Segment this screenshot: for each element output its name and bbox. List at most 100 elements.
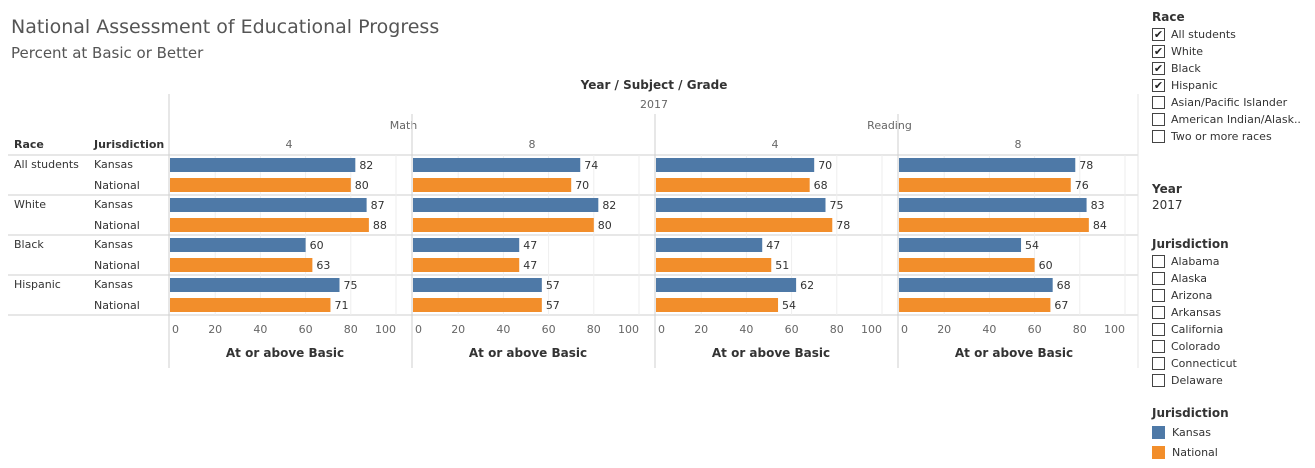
bar-kansas xyxy=(656,238,763,252)
checkbox-unchecked-icon[interactable] xyxy=(1152,113,1165,126)
x-tick-label: 40 xyxy=(253,323,267,336)
bar-kansas xyxy=(899,278,1053,292)
bar-value-label: 57 xyxy=(546,299,560,312)
bar-national xyxy=(656,258,772,272)
race-label: Black xyxy=(14,238,44,251)
grade-header: 4 xyxy=(286,138,293,151)
checkbox-unchecked-icon[interactable] xyxy=(1152,130,1165,143)
checkbox-checked-icon[interactable]: ✔ xyxy=(1152,62,1165,75)
checkbox-unchecked-icon[interactable] xyxy=(1152,374,1165,387)
bar-value-label: 82 xyxy=(359,159,373,172)
race-option[interactable]: ✔ Black xyxy=(1152,60,1312,77)
race-option-label: Asian/Pacific Islander xyxy=(1171,96,1288,109)
x-tick-label: 60 xyxy=(785,323,799,336)
bar-national xyxy=(413,178,572,192)
year-filter-title: Year xyxy=(1152,182,1182,196)
race-option-label: Two or more races xyxy=(1171,130,1272,143)
jurisdiction-label: Kansas xyxy=(94,198,133,211)
bar-value-label: 71 xyxy=(334,299,348,312)
jurisdiction-label: National xyxy=(94,299,140,312)
jurisdiction-label: Kansas xyxy=(94,278,133,291)
checkbox-unchecked-icon[interactable] xyxy=(1152,96,1165,109)
checkbox-unchecked-icon[interactable] xyxy=(1152,357,1165,370)
x-tick-label: 40 xyxy=(982,323,996,336)
race-option-label: All students xyxy=(1171,28,1236,41)
bar-value-label: 47 xyxy=(523,239,537,252)
bar-value-label: 47 xyxy=(523,259,537,272)
bar-value-label: 74 xyxy=(584,159,598,172)
race-option-label: Black xyxy=(1171,62,1201,75)
race-option[interactable]: ✔ Hispanic xyxy=(1152,77,1312,94)
x-axis-label: At or above Basic xyxy=(955,346,1073,360)
x-tick-label: 40 xyxy=(739,323,753,336)
chart-title: National Assessment of Educational Progr… xyxy=(11,16,440,38)
subject-header: Math xyxy=(390,119,418,132)
checkbox-unchecked-icon[interactable] xyxy=(1152,272,1165,285)
jurisdiction-column-header: Jurisdiction xyxy=(93,138,164,151)
jurisdiction-option[interactable]: Arkansas xyxy=(1152,304,1302,321)
x-tick-label: 20 xyxy=(451,323,465,336)
race-option[interactable]: Two or more races xyxy=(1152,128,1312,145)
jurisdiction-option-label: Alabama xyxy=(1171,255,1220,268)
x-axis-label: At or above Basic xyxy=(469,346,587,360)
checkbox-checked-icon[interactable]: ✔ xyxy=(1152,45,1165,58)
bar-national xyxy=(656,218,833,232)
checkbox-unchecked-icon[interactable] xyxy=(1152,289,1165,302)
checkbox-unchecked-icon[interactable] xyxy=(1152,323,1165,336)
jurisdiction-option[interactable]: Arizona xyxy=(1152,287,1302,304)
legend-item[interactable]: Kansas xyxy=(1152,422,1229,442)
x-tick-label: 20 xyxy=(208,323,222,336)
checkbox-checked-icon[interactable]: ✔ xyxy=(1152,28,1165,41)
x-tick-label: 100 xyxy=(618,323,639,336)
checkbox-checked-icon[interactable]: ✔ xyxy=(1152,79,1165,92)
x-axis-label: At or above Basic xyxy=(226,346,344,360)
bar-kansas xyxy=(170,198,367,212)
bar-national xyxy=(413,218,594,232)
legend-swatch xyxy=(1152,445,1165,459)
race-label: Hispanic xyxy=(14,278,61,291)
race-option[interactable]: ✔ All students xyxy=(1152,26,1312,43)
x-tick-label: 40 xyxy=(496,323,510,336)
x-tick-label: 60 xyxy=(1028,323,1042,336)
jurisdiction-option[interactable]: Alabama xyxy=(1152,253,1302,270)
x-tick-label: 80 xyxy=(344,323,358,336)
bar-value-label: 57 xyxy=(546,279,560,292)
jurisdiction-option-label: Colorado xyxy=(1171,340,1221,353)
race-filter: Race ✔ All students ✔ White ✔ Black ✔ Hispanic A… xyxy=(1152,10,1312,145)
jurisdiction-label: National xyxy=(94,259,140,272)
race-option[interactable]: ✔ White xyxy=(1152,43,1312,60)
jurisdiction-option[interactable]: Connecticut xyxy=(1152,355,1302,372)
jurisdiction-option[interactable]: California xyxy=(1152,321,1302,338)
jurisdiction-option[interactable]: Colorado xyxy=(1152,338,1302,355)
year-filter-value[interactable]: 2017 xyxy=(1152,198,1183,212)
bar-kansas xyxy=(170,158,356,172)
bar-national xyxy=(170,218,369,232)
bar-kansas xyxy=(656,158,815,172)
bar-kansas xyxy=(899,238,1022,252)
race-column-header: Race xyxy=(14,138,44,151)
bar-value-label: 82 xyxy=(602,199,616,212)
race-option[interactable]: American Indian/Alask.. xyxy=(1152,111,1312,128)
bar-national xyxy=(170,258,313,272)
bar-national xyxy=(899,178,1071,192)
legend-item[interactable]: National xyxy=(1152,442,1229,462)
jurisdiction-filter-list[interactable]: Alabama Alaska Arizona Arkansas California Co… xyxy=(1152,253,1302,389)
bar-kansas xyxy=(413,238,520,252)
bar-national xyxy=(170,298,331,312)
x-tick-label: 80 xyxy=(830,323,844,336)
bar-value-label: 68 xyxy=(814,179,828,192)
bar-value-label: 60 xyxy=(1039,259,1053,272)
grade-header: 4 xyxy=(772,138,779,151)
bar-value-label: 80 xyxy=(355,179,369,192)
race-option[interactable]: Asian/Pacific Islander xyxy=(1152,94,1312,111)
jurisdiction-option[interactable]: Alaska xyxy=(1152,270,1302,287)
checkbox-unchecked-icon[interactable] xyxy=(1152,255,1165,268)
checkbox-unchecked-icon[interactable] xyxy=(1152,306,1165,319)
x-tick-label: 80 xyxy=(587,323,601,336)
jurisdiction-label: National xyxy=(94,219,140,232)
bar-value-label: 76 xyxy=(1075,179,1089,192)
jurisdiction-option[interactable]: Delaware xyxy=(1152,372,1302,389)
checkbox-unchecked-icon[interactable] xyxy=(1152,340,1165,353)
jurisdiction-option-label: Alaska xyxy=(1171,272,1207,285)
bar-national xyxy=(656,178,810,192)
